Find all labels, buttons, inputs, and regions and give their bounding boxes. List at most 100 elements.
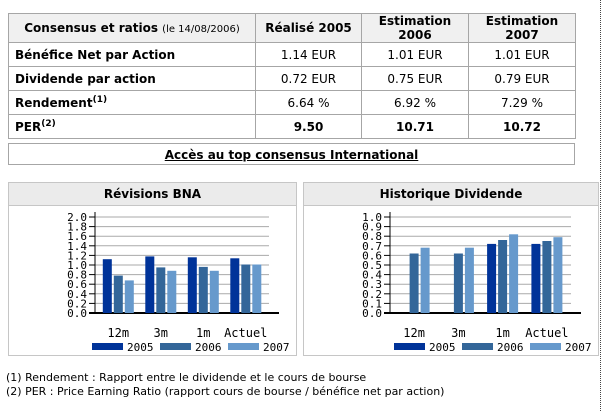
bar-2006-12m	[409, 253, 419, 313]
x-category-label: 3m	[154, 326, 168, 340]
bar-2005-Actuel	[531, 243, 541, 313]
bar-2007-1m	[209, 270, 219, 313]
row-label-dividende: Dividende par action	[8, 66, 256, 91]
bar-2007-12m	[124, 280, 134, 313]
y-tick-label: 1.6	[67, 230, 87, 243]
cell-value: 0.72 EUR	[255, 66, 362, 91]
cell-value: 1.01 EUR	[361, 42, 469, 67]
cell-value: 7.29 %	[468, 90, 576, 115]
legend-swatch-2005	[394, 343, 425, 350]
historique-dividende-chart-area: 0.0 0.1 0.2 0.3 0.4 0.5 0.6 0.7 0.8 0.9 1.0 12m 3m 1m…	[304, 206, 598, 355]
y-tick-label: 0.5	[362, 259, 382, 272]
y-tick-label: 0.3	[362, 278, 382, 291]
legend-swatch-2005	[92, 343, 123, 350]
y-tick-label: 0.7	[362, 240, 382, 253]
table-title-cell: Consensus et ratios (le 14/08/2006)	[8, 13, 256, 43]
y-tick-label: 0.8	[67, 269, 87, 282]
bar-2007-12m	[420, 247, 430, 313]
revisions-bna-chart: 0.00.20.40.60.81.01.21.41.61.82.0 12m 3m 1m…	[67, 211, 290, 354]
bar-2007-Actuel	[553, 237, 563, 313]
bar-2006-3m	[453, 253, 463, 313]
cell-value: 0.75 EUR	[361, 66, 469, 91]
y-tick-label: 0.6	[362, 249, 382, 262]
column-header-realise-2005: Réalisé 2005	[255, 13, 362, 43]
y-tick-label: 0.8	[362, 230, 382, 243]
y-tick-label: 0.4	[67, 288, 87, 301]
bar-2005-1m	[487, 243, 497, 313]
footnote-rendement: (1) Rendement : Rapport entre le dividen…	[6, 371, 367, 384]
column-header-estimation-2006: Estimation 2006	[361, 13, 469, 43]
bar-2006-1m	[198, 266, 208, 313]
bar-2006-Actuel	[241, 264, 251, 313]
legend-label-2005: 2005	[429, 341, 456, 354]
cell-value: 6.64 %	[255, 90, 362, 115]
bar-2007-1m	[509, 234, 519, 313]
cell-value: 6.92 %	[361, 90, 469, 115]
bar-2005-Actuel	[230, 258, 240, 313]
cell-value: 0.79 EUR	[468, 66, 576, 91]
legend-label-2007: 2007	[565, 341, 592, 354]
column-header-estimation-2007: Estimation 2007	[468, 13, 576, 43]
consensus-table: Consensus et ratios (le 14/08/2006) Réal…	[8, 13, 576, 139]
y-tick-label: 0.0	[67, 307, 87, 320]
y-tick-label: 2.0	[67, 211, 87, 224]
table-row-per: PER(2) 9.50 10.71 10.72	[8, 114, 576, 139]
x-category-label: 3m	[451, 326, 465, 340]
y-tick-label: 0.9	[362, 221, 382, 234]
bar-2007-Actuel	[252, 264, 262, 313]
x-category-label: 12m	[403, 326, 425, 340]
legend-label-2006: 2006	[497, 341, 524, 354]
y-tick-label: 0.1	[362, 297, 382, 310]
top-consensus-link-box: Accès au top consensus International	[8, 143, 575, 165]
legend-label-2007: 2007	[263, 341, 290, 354]
table-row-dividende: Dividende par action 0.72 EUR 0.75 EUR 0…	[8, 66, 576, 91]
row-label-per: PER(2)	[8, 114, 256, 139]
y-tick-label: 1.2	[67, 249, 87, 262]
bar-2007-3m	[464, 247, 474, 313]
y-tick-label: 1.4	[67, 240, 87, 253]
x-category-label: 12m	[107, 326, 129, 340]
bar-2006-12m	[113, 275, 123, 313]
panel-title-historique-dividende: Historique Dividende	[304, 183, 598, 206]
legend-swatch-2007	[228, 343, 259, 350]
x-category-label: Actuel	[224, 326, 267, 340]
bar-2007-3m	[167, 270, 177, 313]
legend-label-2005: 2005	[127, 341, 154, 354]
cell-value: 10.72	[468, 114, 576, 139]
footnote-per: (2) PER : Price Earning Ratio (rapport c…	[6, 385, 445, 398]
table-row-rendement: Rendement(1) 6.64 % 6.92 % 7.29 %	[8, 90, 576, 115]
cell-value: 1.14 EUR	[255, 42, 362, 67]
bar-2005-1m	[187, 257, 197, 313]
table-title: Consensus et ratios	[24, 21, 158, 35]
row-label-rendement: Rendement(1)	[8, 90, 256, 115]
cell-value: 1.01 EUR	[468, 42, 576, 67]
table-date-note: (le 14/08/2006)	[162, 24, 240, 35]
historique-dividende-chart: 0.00.10.20.30.40.50.60.70.80.91.0 12m 3m 1m…	[362, 211, 592, 354]
revisions-bna-chart-area: 0.0 0.2 0.4 0.6 0.8 1.0 1.2 1.4 1.6 1.8 2.0 12m 3m 1m…	[9, 206, 296, 355]
cell-value: 10.71	[361, 114, 469, 139]
page-edge-divider	[600, 0, 601, 411]
y-tick-label: 1.0	[362, 211, 382, 224]
cell-value: 9.50	[255, 114, 362, 139]
y-tick-label: 0.0	[362, 307, 382, 320]
y-tick-label: 0.2	[362, 288, 382, 301]
y-tick-label: 1.0	[67, 259, 87, 272]
legend-label-2006: 2006	[195, 341, 222, 354]
x-category-label: 1m	[196, 326, 210, 340]
y-tick-label: 1.8	[67, 221, 87, 234]
table-row-bna: Bénéfice Net par Action 1.14 EUR 1.01 EU…	[8, 42, 576, 67]
panel-revisions-bna: Révisions BNA 0.0 0.2 0.4 0.6 0.8 1.0 1.2 1.4 1.…	[8, 182, 297, 356]
bar-2006-3m	[156, 267, 166, 313]
table-header-row: Consensus et ratios (le 14/08/2006) Réal…	[8, 13, 576, 43]
bar-2005-12m	[102, 259, 112, 313]
panel-title-revisions-bna: Révisions BNA	[9, 183, 296, 206]
y-tick-label: 0.2	[67, 297, 87, 310]
y-tick-label: 0.4	[362, 269, 382, 282]
top-consensus-link[interactable]: Accès au top consensus International	[164, 148, 419, 162]
y-tick-label: 0.6	[67, 278, 87, 291]
x-category-label: Actuel	[525, 326, 568, 340]
bar-2006-Actuel	[542, 241, 552, 313]
x-category-label: 1m	[495, 326, 509, 340]
legend-swatch-2006	[160, 343, 191, 350]
bar-2006-1m	[498, 240, 508, 313]
